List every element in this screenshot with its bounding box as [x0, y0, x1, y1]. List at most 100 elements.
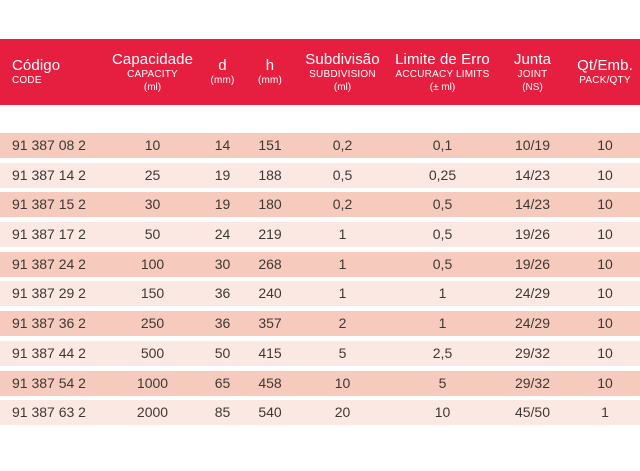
table-row: 91 387 36 2 250 36 357 2 1 24/29 10	[0, 311, 640, 337]
table-row: 91 387 63 2 2000 85 540 20 10 45/50 1	[0, 400, 640, 426]
cell-capacity: 10	[144, 137, 161, 153]
cell-joint: 19/26	[514, 226, 551, 243]
cell-diameter: 36	[214, 285, 231, 302]
cell-height: 240	[258, 285, 282, 302]
cell-height: 219	[258, 226, 282, 243]
header-label-primary: Código	[12, 57, 61, 74]
header-label-primary: Subdivisão	[305, 50, 380, 68]
cell-diameter: 14	[214, 137, 231, 153]
cell-capacity: 25	[144, 166, 161, 183]
cell-accuracy: 0,1	[432, 137, 453, 153]
header-label-secondary: CAPACITY	[127, 68, 178, 80]
table-row: 91 387 44 2 500 50 415 5 2,5 29/32 10	[0, 340, 640, 366]
cell-diameter: 19	[214, 196, 231, 213]
cell-diameter: 24	[214, 226, 231, 243]
cell-accuracy: 0,5	[432, 226, 453, 243]
header-label-primary: Junta	[513, 50, 552, 68]
cell-capacity: 100	[140, 255, 165, 272]
header-cell-joint: Junta JOINT (NS)	[495, 39, 570, 105]
header-label-secondary: SUBDIVISION	[309, 68, 376, 80]
header-label-secondary: (mm)	[257, 75, 283, 86]
cell-subdivision: 1	[338, 226, 347, 243]
cell-qty: 10	[597, 315, 613, 332]
cell-qty: 10	[597, 226, 613, 243]
cell-accuracy: 10	[434, 404, 451, 421]
cell-subdivision: 20	[334, 404, 351, 421]
cell-subdivision: 2	[338, 315, 347, 332]
table-row: 91 387 14 2 25 19 188 0,5 0,25 14/23 10	[0, 162, 640, 188]
cell-joint: 10/19	[514, 137, 551, 153]
cell-accuracy: 1	[438, 285, 447, 302]
cell-subdivision: 0,2	[332, 196, 353, 213]
cell-code: 91 387 36 2	[12, 315, 86, 332]
cell-subdivision: 1	[338, 255, 347, 272]
cell-diameter: 30	[214, 255, 231, 272]
header-label-secondary: ACCURACY LIMITS	[395, 68, 490, 80]
header-label-secondary: PACK/QTY	[579, 75, 631, 86]
table-row: 91 387 08 2 10 14 151 0,2 0,1 10/19 10	[0, 133, 640, 158]
header-label-primary: h	[265, 57, 275, 74]
cell-height: 180	[258, 196, 282, 213]
cell-code: 91 387 17 2	[12, 226, 86, 243]
cell-capacity: 500	[140, 344, 165, 361]
table-header: Código CODE Capacidade CAPACITY (ml) d (…	[0, 39, 640, 105]
cell-accuracy: 0,5	[432, 255, 453, 272]
cell-accuracy: 0,25	[428, 166, 457, 183]
header-label-primary: Qt/Emb.	[577, 57, 633, 74]
cell-qty: 10	[597, 344, 613, 361]
cell-qty: 10	[597, 255, 613, 272]
cell-joint: 14/23	[514, 196, 551, 213]
cell-code: 91 387 29 2	[12, 285, 86, 302]
cell-subdivision: 0,2	[332, 137, 353, 153]
cell-accuracy: 2,5	[432, 344, 453, 361]
header-label-primary: Capacidade	[111, 50, 194, 68]
cell-subdivision: 5	[338, 344, 347, 361]
cell-accuracy: 0,5	[432, 196, 453, 213]
cell-qty: 10	[597, 166, 613, 183]
header-label-secondary: CODE	[12, 75, 42, 86]
cell-qty: 10	[597, 285, 613, 302]
cell-height: 357	[258, 315, 282, 332]
cell-diameter: 36	[214, 315, 231, 332]
header-cell-qty: Qt/Emb. PACK/QTY	[570, 39, 640, 105]
cell-joint: 29/32	[514, 344, 551, 361]
header-label-secondary: JOINT	[517, 68, 548, 80]
header-label-primary: d	[218, 57, 227, 74]
cell-diameter: 19	[214, 166, 231, 183]
cell-diameter: 65	[214, 374, 231, 391]
cell-capacity: 30	[144, 196, 161, 213]
cell-code: 91 387 14 2	[12, 166, 86, 183]
cell-height: 268	[258, 255, 282, 272]
cell-height: 188	[258, 166, 282, 183]
table-body: 91 387 08 2 10 14 151 0,2 0,1 10/19 10 9…	[0, 133, 640, 430]
header-cell-subdivision: Subdivisão SUBDIVISION (ml)	[295, 39, 390, 105]
cell-subdivision: 1	[338, 285, 347, 302]
cell-joint: 29/32	[514, 374, 551, 391]
cell-code: 91 387 08 2	[12, 137, 86, 153]
cell-accuracy: 5	[438, 374, 447, 391]
cell-qty: 10	[597, 374, 613, 391]
cell-joint: 45/50	[514, 404, 551, 421]
header-label-unit: (± ml)	[429, 81, 456, 93]
cell-joint: 24/29	[514, 315, 551, 332]
cell-joint: 24/29	[514, 285, 551, 302]
cell-height: 458	[258, 374, 282, 391]
cell-qty: 10	[597, 196, 613, 213]
header-cell-diameter: d (mm)	[200, 39, 245, 105]
cell-code: 91 387 24 2	[12, 255, 86, 272]
cell-code: 91 387 63 2	[12, 404, 86, 421]
header-label-secondary: (mm)	[210, 75, 235, 86]
cell-code: 91 387 54 2	[12, 374, 86, 391]
cell-subdivision: 0,5	[332, 166, 353, 183]
table-row: 91 387 15 2 30 19 180 0,2 0,5 14/23 10	[0, 192, 640, 218]
cell-capacity: 250	[140, 315, 165, 332]
cell-capacity: 2000	[136, 404, 169, 421]
cell-qty: 1	[601, 404, 609, 421]
table-row: 91 387 29 2 150 36 240 1 1 24/29 10	[0, 281, 640, 307]
cell-code: 91 387 15 2	[12, 196, 86, 213]
cell-subdivision: 10	[334, 374, 351, 391]
table-row: 91 387 17 2 50 24 219 1 0,5 19/26 10	[0, 222, 640, 248]
cell-height: 415	[258, 344, 282, 361]
cell-code: 91 387 44 2	[12, 344, 86, 361]
